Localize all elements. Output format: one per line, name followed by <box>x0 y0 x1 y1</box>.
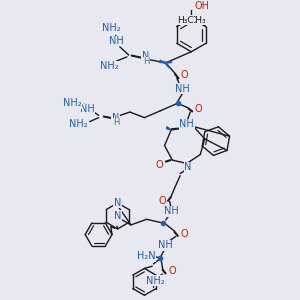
Text: O: O <box>180 229 188 239</box>
Text: O: O <box>158 196 166 206</box>
Text: NH₂: NH₂ <box>102 23 120 33</box>
Text: O: O <box>156 160 164 170</box>
Text: N: N <box>114 198 121 208</box>
Text: O: O <box>168 266 176 276</box>
Text: NH: NH <box>109 36 124 46</box>
Text: O: O <box>195 104 202 114</box>
Text: NH: NH <box>158 240 173 250</box>
Polygon shape <box>160 60 166 63</box>
Text: N: N <box>114 211 121 221</box>
Text: H₂N: H₂N <box>137 251 156 261</box>
Text: H₃C: H₃C <box>177 16 194 25</box>
Text: NH: NH <box>164 206 178 216</box>
Text: N: N <box>142 51 149 61</box>
Text: H: H <box>143 57 150 66</box>
Text: N: N <box>184 163 192 172</box>
Text: N: N <box>112 112 119 123</box>
Text: NH₂: NH₂ <box>69 119 87 129</box>
Text: NH₂: NH₂ <box>63 98 82 108</box>
Text: NH: NH <box>179 119 194 129</box>
Text: NH₂: NH₂ <box>100 61 119 71</box>
Text: O: O <box>181 70 188 80</box>
Text: NH₂: NH₂ <box>146 276 165 286</box>
Text: OH: OH <box>195 1 210 11</box>
Text: NH: NH <box>175 84 190 94</box>
Text: H: H <box>113 118 120 127</box>
Text: CH₃: CH₃ <box>189 16 206 25</box>
Text: NH: NH <box>80 104 95 114</box>
Polygon shape <box>167 127 171 130</box>
